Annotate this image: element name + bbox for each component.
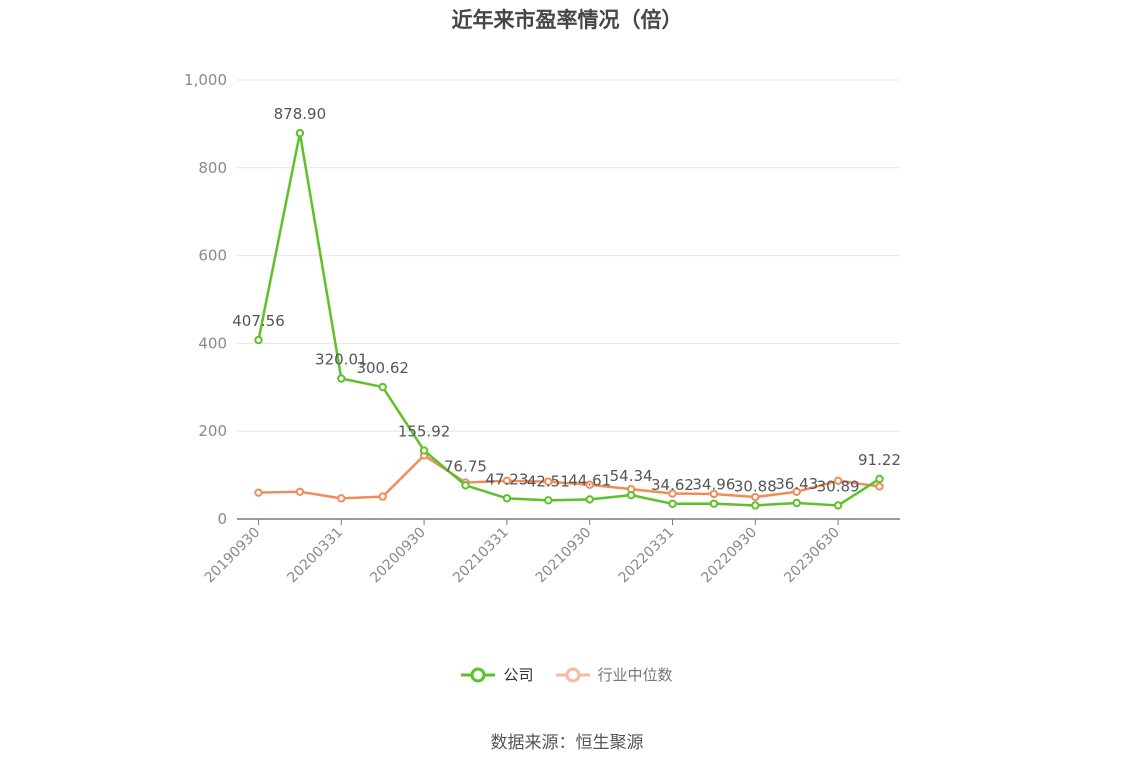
company-data-point	[419, 446, 429, 455]
x-tick-label: 20220930	[698, 525, 760, 587]
industry-data-point	[668, 489, 677, 498]
data-label: 34.96	[692, 476, 735, 494]
industry-data-point	[585, 480, 594, 489]
y-tick-label: 200	[198, 422, 227, 440]
y-tick-label: 0	[217, 510, 227, 528]
grid-layer	[237, 79, 900, 432]
data-label: 54.34	[610, 467, 653, 485]
legend-company-marker-icon	[461, 667, 496, 682]
company-data-point	[337, 374, 346, 383]
company-data-point	[875, 474, 884, 484]
x-tick-label: 20220331	[616, 525, 678, 587]
legend-label-company: 公司	[503, 666, 534, 684]
company-series-line	[257, 131, 881, 507]
company-data-point	[544, 496, 553, 505]
source-note: 数据来源：恒生聚源	[490, 733, 644, 753]
data-label: 878.90	[274, 105, 327, 123]
data-label: 47.23	[485, 470, 528, 488]
industry-data-point	[337, 494, 346, 503]
company-data-point	[833, 501, 843, 510]
company-data-point	[709, 499, 719, 508]
x-tick-label: 20200930	[367, 525, 429, 587]
company-data-point	[626, 490, 636, 500]
company-data-point	[254, 335, 263, 345]
industry-data-point	[295, 487, 305, 496]
x-tick-label: 20210331	[450, 525, 512, 587]
legend-item-industry[interactable]: 行业中位数	[555, 664, 673, 685]
company-data-point	[668, 499, 677, 509]
industry-data-point	[833, 476, 843, 486]
x-tick-label: 20190930	[202, 525, 264, 587]
data-label: 30.89	[817, 477, 860, 495]
data-label: 30.88	[734, 477, 777, 495]
legend: 公司 行业中位数	[0, 664, 1134, 685]
chart-svg: 0 200 400 600 800 1,000 20190930 20200331 202009…	[184, 71, 901, 586]
data-label: 91.22	[858, 451, 901, 469]
data-label: 36.43	[775, 475, 818, 493]
x-tick-label: 20210930	[533, 525, 595, 587]
company-data-point	[502, 494, 512, 503]
company-data-point	[792, 498, 801, 508]
data-label: 300.62	[356, 359, 409, 377]
data-label: 44.61	[568, 471, 611, 489]
y-tick-label: 1,000	[184, 71, 227, 89]
x-tick-label: 20230630	[781, 525, 843, 587]
company-data-point	[751, 501, 760, 510]
industry-data-point	[254, 488, 263, 497]
industry-data-point	[792, 487, 801, 496]
chart-title: 近年来市盈率情况（倍）	[451, 8, 683, 32]
y-tick-label: 400	[198, 334, 227, 352]
data-label: 155.92	[398, 423, 451, 441]
legend-label-industry: 行业中位数	[597, 666, 673, 684]
industry-series-line	[258, 454, 880, 500]
industry-data-point	[709, 489, 719, 499]
series-layer	[254, 128, 884, 510]
company-data-point	[585, 495, 594, 504]
data-label: 76.75	[444, 457, 487, 475]
industry-data-point	[875, 482, 884, 491]
axis-layer: 0 200 400 600 800 1,000 20190930 20200331 202009…	[184, 71, 900, 586]
industry-data-point	[502, 476, 512, 486]
industry-data-point	[378, 492, 387, 501]
company-data-point	[378, 382, 387, 392]
legend-item-company[interactable]: 公司	[461, 664, 534, 685]
data-label: 34.62	[651, 476, 694, 494]
data-label: 42.51	[527, 472, 570, 490]
data-label: 407.56	[232, 312, 285, 330]
y-tick-label: 800	[198, 159, 227, 177]
legend-industry-marker-icon	[555, 667, 590, 682]
industry-data-point	[751, 492, 760, 502]
data-label: 320.01	[315, 351, 368, 369]
industry-data-point	[544, 477, 553, 486]
y-tick-label: 600	[198, 247, 227, 265]
company-data-point	[295, 128, 305, 138]
x-tick-label: 20200331	[284, 525, 346, 587]
company-data-point	[461, 481, 470, 490]
